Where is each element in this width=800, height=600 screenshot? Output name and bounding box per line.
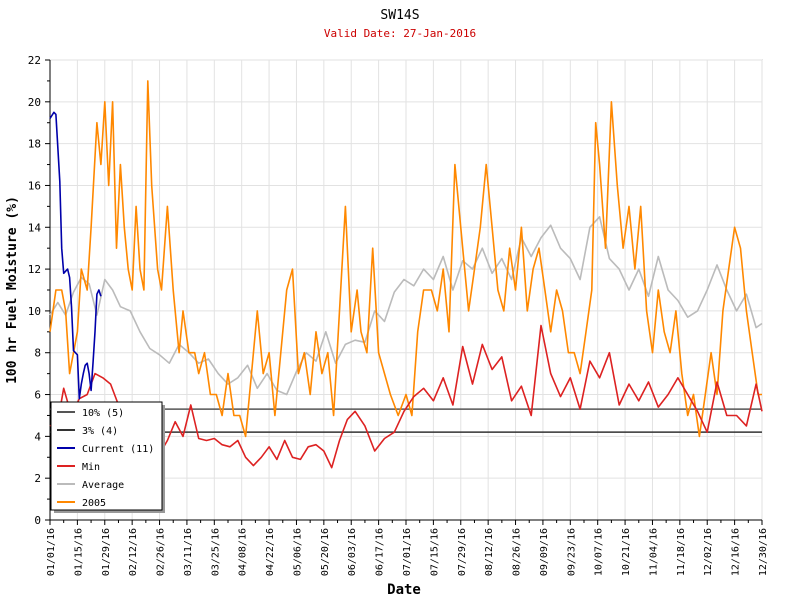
y-tick-label: 16: [28, 179, 41, 192]
x-tick-label: 02/12/16: [128, 528, 139, 576]
y-tick-label: 2: [34, 472, 41, 485]
y-tick-label: 10: [28, 305, 41, 318]
x-tick-label: 10/21/16: [621, 528, 632, 576]
y-tick-label: 22: [28, 54, 41, 67]
legend-label: 3% (4): [82, 426, 118, 437]
series-line-current-11: [49, 111, 102, 400]
x-tick-label: 11/18/16: [676, 528, 687, 576]
y-tick-label: 4: [34, 430, 41, 443]
x-tick-label: 01/15/16: [73, 528, 84, 576]
legend-label: Average: [82, 480, 124, 491]
x-tick-label: 05/20/16: [320, 528, 331, 576]
x-tick-label: 08/26/16: [512, 528, 523, 576]
x-axis-label: Date: [387, 582, 421, 598]
x-tick-label: 06/17/16: [375, 528, 386, 576]
x-tick-label: 11/04/16: [648, 528, 659, 576]
chart-subtitle: Valid Date: 27-Jan-2016: [324, 27, 476, 40]
x-tick-label: 03/11/16: [183, 528, 194, 576]
x-tick-label: 05/06/16: [292, 528, 303, 576]
series-line-average: [49, 216, 763, 396]
y-axis-label: 100 hr Fuel Moisture (%): [5, 196, 20, 384]
y-tick-label: 8: [34, 347, 41, 360]
x-tick-label: 08/12/16: [484, 528, 495, 576]
legend-label: 2005: [82, 498, 106, 509]
series-line-2005: [49, 80, 762, 438]
x-tick-label: 12/16/16: [731, 528, 742, 576]
x-tick-label: 12/30/16: [758, 528, 769, 576]
y-tick-label: 14: [28, 221, 42, 234]
x-tick-label: 06/03/16: [347, 528, 358, 576]
y-tick-label: 0: [34, 514, 41, 527]
y-tick-label: 18: [28, 138, 41, 151]
x-tick-label: 09/23/16: [566, 528, 577, 576]
x-tick-label: 10/07/16: [594, 528, 605, 576]
chart-title: SW14S: [380, 8, 419, 23]
legend-label: Current (11): [82, 444, 154, 455]
axes: 0 2 4 6 8 10 12 14 16 18 20 22 01/01/16 01/15/16 01/29…: [28, 54, 769, 576]
x-tick-label: 01/01/16: [46, 528, 57, 576]
x-tick-label: 07/29/16: [457, 528, 468, 576]
legend-label: 10% (5): [82, 408, 124, 419]
x-tick-label: 04/08/16: [238, 528, 249, 576]
x-tick-label: 09/09/16: [539, 528, 550, 576]
x-tick-label: 01/29/16: [101, 528, 112, 576]
legend-label: Min: [82, 462, 100, 473]
y-tick-label: 6: [34, 389, 41, 402]
x-tick-label: 02/26/16: [156, 528, 167, 576]
x-tick-label: 12/02/16: [703, 528, 714, 576]
x-tick-label: 03/25/16: [210, 528, 221, 576]
y-tick-label: 20: [28, 96, 41, 109]
legend: 10% (5) 3% (4) Current (11) Min Average 2005: [50, 401, 165, 513]
x-tick-label: 07/01/16: [402, 528, 413, 576]
x-tick-label: 07/15/16: [429, 528, 440, 576]
y-tick-label: 12: [28, 263, 41, 276]
legend-box: [50, 401, 163, 511]
x-tick-label: 04/22/16: [265, 528, 276, 576]
